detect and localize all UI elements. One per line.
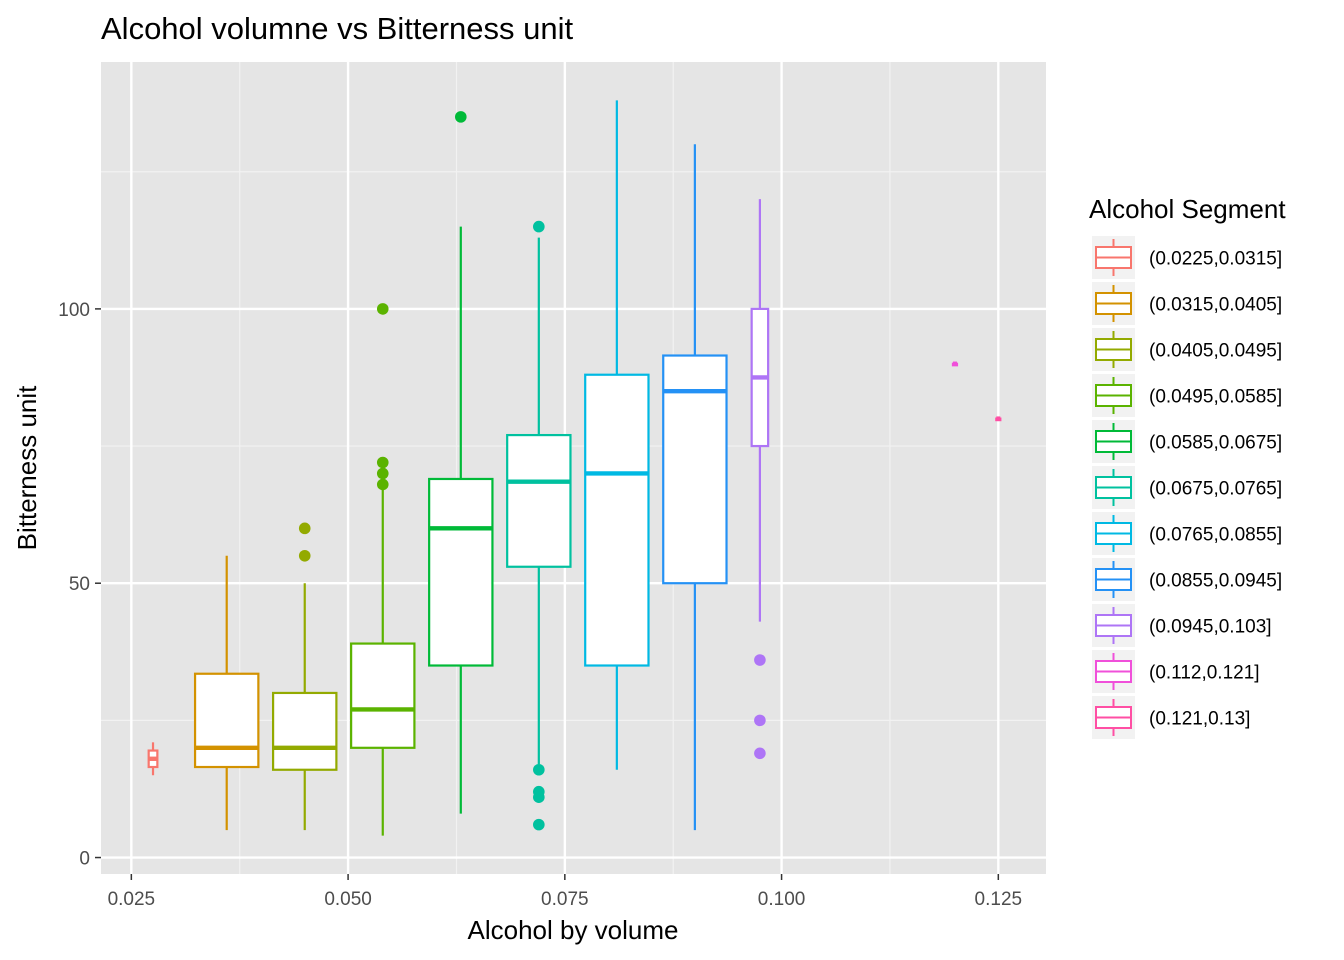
legend-item: (0.0315,0.0405] (1092, 282, 1282, 325)
legend-label: (0.112,0.121] (1149, 663, 1260, 684)
box-body (193, 672, 260, 769)
box-group (995, 416, 1002, 422)
outlier-point (754, 654, 766, 666)
box-body (584, 373, 650, 667)
legend: Alcohol Segment (0.0225,0.0315] (0.0315,0… (1089, 194, 1286, 739)
legend-title: Alcohol Segment (1089, 194, 1286, 224)
box-group (193, 555, 260, 831)
legend-item: (0.0405,0.0495] (1092, 328, 1282, 371)
y-tick-label: 50 (69, 574, 90, 595)
box-group (271, 522, 338, 831)
box-body (350, 642, 416, 749)
outlier-point (754, 747, 766, 760)
box-group (584, 100, 650, 770)
outlier-point (533, 785, 545, 798)
x-axis-title: Alcohol by volume (468, 915, 679, 945)
box-group (147, 742, 159, 776)
box-series (147, 100, 1002, 836)
box-group (951, 361, 959, 367)
legend-label: (0.0585,0.0675] (1149, 433, 1282, 454)
y-axis: 0 50 100 (58, 300, 101, 870)
outlier-point (533, 220, 545, 233)
legend-label: (0.0495,0.0585] (1149, 387, 1282, 408)
box-group (428, 111, 494, 814)
box-group (750, 199, 770, 760)
legend-item: (0.0495,0.0585] (1092, 374, 1282, 417)
box-group (350, 303, 416, 836)
legend-item: (0.0945,0.103] (1092, 604, 1272, 647)
legend-label: (0.121,0.13] (1149, 709, 1250, 730)
box-group (662, 144, 728, 831)
legend-label: (0.0945,0.103] (1149, 617, 1272, 638)
legend-label: (0.0855,0.0945] (1149, 571, 1282, 592)
legend-item: (0.0225,0.0315] (1092, 236, 1282, 279)
legend-label: (0.0765,0.0855] (1149, 525, 1282, 546)
outlier-point (454, 111, 467, 123)
outlier-point (298, 522, 311, 535)
x-tick-label: 0.125 (975, 889, 1023, 910)
legend-item: (0.121,0.13] (1092, 696, 1250, 739)
legend-label: (0.0405,0.0495] (1149, 341, 1282, 362)
legend-item: (0.0765,0.0855] (1092, 512, 1282, 555)
box-body (428, 477, 494, 667)
box-body (506, 433, 572, 568)
x-axis: 0.025 0.050 0.075 0.100 0.125 (108, 874, 1023, 910)
legend-item: (0.0585,0.0675] (1092, 420, 1282, 463)
outlier-point (533, 763, 545, 776)
outlier-point (376, 303, 389, 315)
box-group (506, 220, 572, 831)
x-tick-label: 0.075 (541, 889, 589, 910)
outlier-point (298, 549, 311, 562)
legend-item: (0.0675,0.0765] (1092, 466, 1282, 509)
box-body (662, 354, 728, 585)
outlier-point (376, 456, 389, 469)
legend-label: (0.0225,0.0315] (1149, 249, 1282, 270)
outlier-point (533, 818, 545, 831)
x-tick-label: 0.050 (324, 889, 372, 910)
y-axis-title: Bitterness unit (12, 385, 42, 551)
legend-label: (0.0315,0.0405] (1149, 295, 1282, 316)
x-tick-label: 0.100 (758, 889, 806, 910)
legend-item: (0.0855,0.0945] (1092, 558, 1282, 601)
chart-title: Alcohol volumne vs Bitterness unit (101, 11, 574, 46)
legend-label: (0.0675,0.0765] (1149, 479, 1282, 500)
outlier-point (376, 467, 389, 480)
y-tick-label: 0 (79, 849, 90, 870)
x-tick-label: 0.025 (108, 889, 156, 910)
outlier-point (754, 714, 766, 727)
box-body (271, 691, 338, 771)
outlier-point (376, 478, 389, 491)
y-tick-label: 100 (58, 300, 90, 321)
legend-item: (0.112,0.121] (1092, 650, 1260, 693)
